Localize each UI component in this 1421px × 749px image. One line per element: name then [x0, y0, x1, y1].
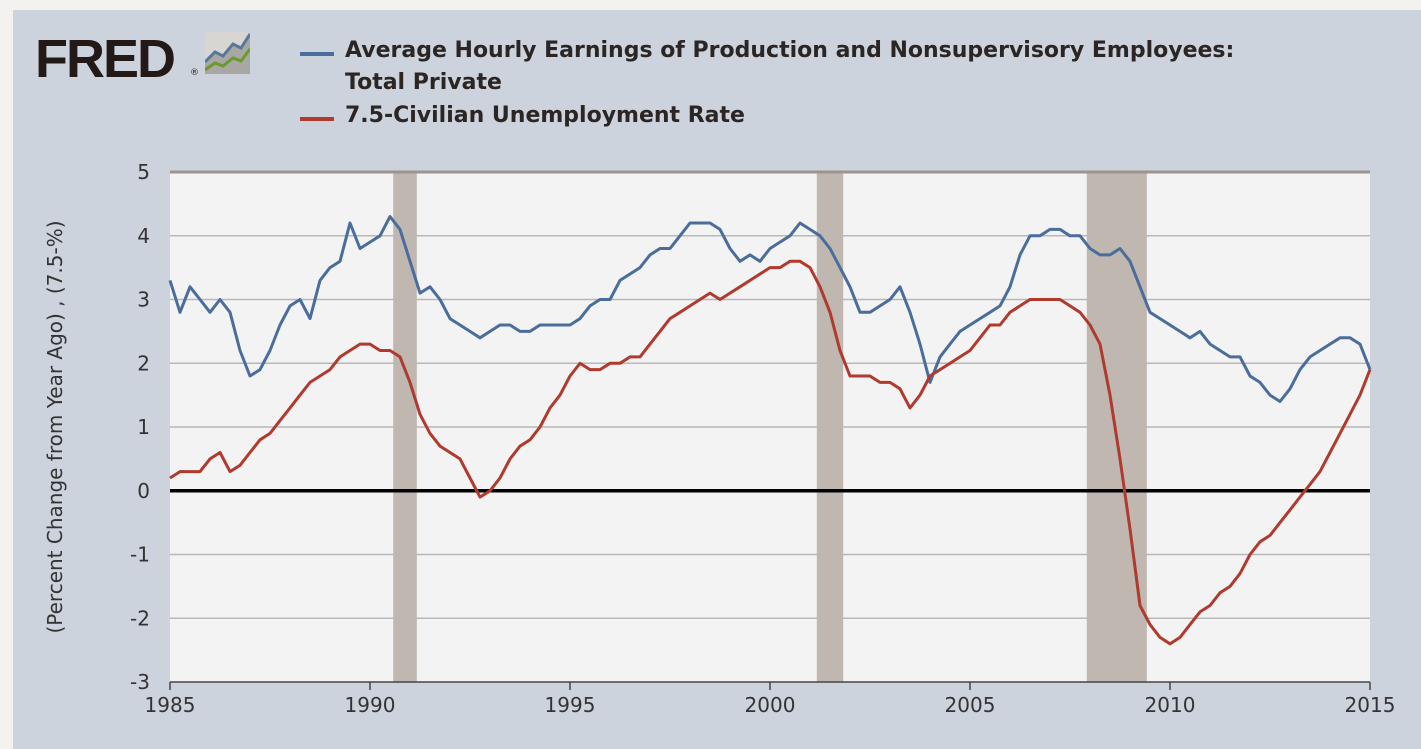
- y-tick-label: 1: [137, 415, 150, 439]
- x-tick-label: 2010: [1145, 693, 1196, 717]
- legend-label-earnings: Average Hourly Earnings of Production an…: [345, 38, 1235, 63]
- y-tick-label: 0: [137, 479, 150, 503]
- legend-label-unemployment: 7.5-Civilian Unemployment Rate: [345, 103, 745, 128]
- legend-label-earnings-line2: Total Private: [345, 70, 502, 95]
- chart-logo-icon: [205, 32, 250, 74]
- registered-mark: ®: [190, 68, 199, 78]
- y-tick-label: -1: [130, 543, 150, 567]
- x-tick-label: 1995: [545, 693, 596, 717]
- legend-swatch-earnings: [300, 52, 334, 56]
- y-tick-label: 5: [137, 160, 150, 184]
- y-tick-label: 3: [137, 288, 150, 312]
- earnings-series-line: [168, 215, 1372, 403]
- legend-swatch-unemployment: [300, 117, 334, 121]
- x-tick-label: 2005: [945, 693, 996, 717]
- y-tick-label: -3: [130, 670, 150, 694]
- x-tick-label: 1985: [145, 693, 196, 717]
- x-tick-label: 2015: [1345, 693, 1396, 717]
- x-tick-label: 1990: [345, 693, 396, 717]
- fred-logo: FRED: [35, 29, 176, 89]
- y-tick-label: 4: [137, 224, 150, 248]
- y-axis-label: (Percent Change from Year Ago) , (7.5-%): [43, 220, 67, 633]
- unemployment-series-line: [169, 259, 1372, 646]
- x-tick-label: 2000: [745, 693, 796, 717]
- y-tick-label: -2: [130, 606, 150, 630]
- y-tick-label: 2: [137, 351, 150, 375]
